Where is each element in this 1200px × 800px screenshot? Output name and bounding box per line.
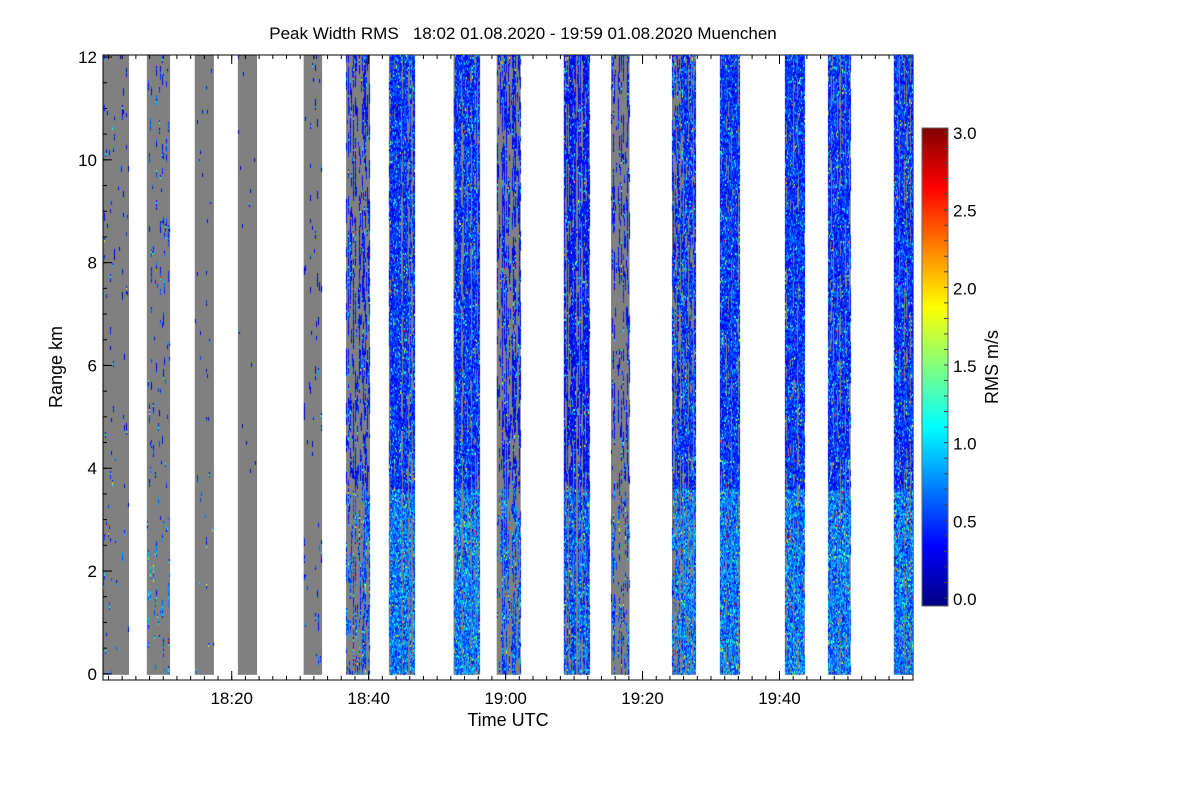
y-tick-label: 2 <box>88 562 97 581</box>
data-segment <box>388 55 415 675</box>
data-segment <box>103 55 130 675</box>
y-tick-label: 12 <box>78 48 97 67</box>
data-segment <box>828 55 851 675</box>
data-segment <box>237 55 258 675</box>
colorbar-tick-label: 2.0 <box>953 279 977 298</box>
x-tick-label: 19:40 <box>758 689 801 708</box>
data-segment <box>146 55 171 675</box>
colorbar-tick-label: 2.5 <box>953 202 977 221</box>
data-segment <box>671 55 696 675</box>
y-tick-label: 8 <box>88 254 97 273</box>
colorbar-ticks: 0.0 0.5 1.0 1.5 2.0 2.5 3.0 <box>944 124 977 609</box>
x-tick-label: 19:00 <box>484 689 527 708</box>
x-tick-label: 19:20 <box>621 689 664 708</box>
colorbar-tick-label: 0.0 <box>953 590 977 609</box>
y-tick-label: 6 <box>88 356 97 375</box>
x-tick-label: 18:40 <box>347 689 390 708</box>
data-segment <box>194 55 214 675</box>
data-segment <box>784 55 805 675</box>
colorbar <box>921 127 949 607</box>
y-tick-label: 10 <box>78 151 97 170</box>
y-tick-label: 0 <box>88 665 97 684</box>
data-segment <box>611 55 630 675</box>
data-segment <box>893 55 913 675</box>
x-axis-label: Time UTC <box>467 710 548 730</box>
y-axis-label: Range km <box>46 326 66 408</box>
data-segments <box>103 55 913 675</box>
colorbar-label: RMS m/s <box>982 330 1002 404</box>
colorbar-tick-label: 1.5 <box>953 357 977 376</box>
colorbar-tick-label: 0.5 <box>953 512 977 531</box>
chart-title: Peak Width RMS 18:02 01.08.2020 - 19:59 … <box>269 24 777 43</box>
colorbar-tick-label: 3.0 <box>953 124 977 143</box>
data-segment <box>303 55 323 675</box>
data-segment <box>719 55 740 675</box>
data-segment <box>496 55 521 675</box>
data-segment <box>563 55 590 675</box>
colorbar-tick-label: 1.0 <box>953 435 977 454</box>
y-tick-label: 4 <box>88 459 97 478</box>
data-segment <box>453 55 480 675</box>
data-segment <box>346 55 371 675</box>
x-tick-label: 18:20 <box>210 689 253 708</box>
